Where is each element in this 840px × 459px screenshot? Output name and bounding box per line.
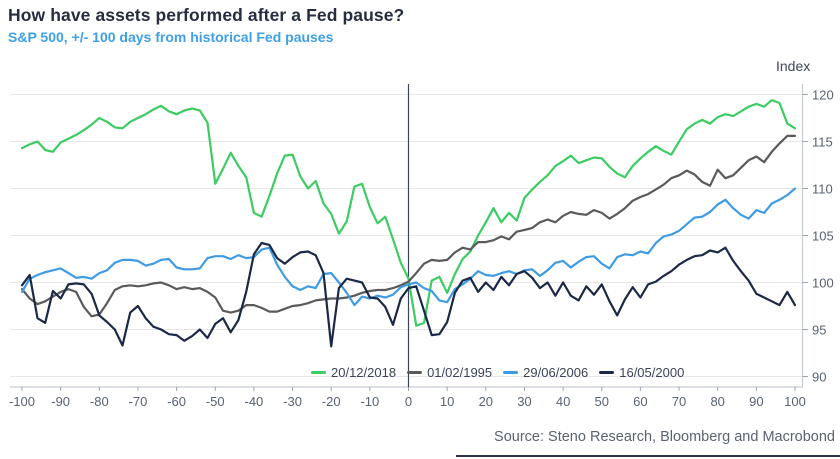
- x-tick-label: 10: [439, 394, 455, 409]
- x-tick-label: 100: [784, 394, 806, 409]
- y-tick-label: 110: [812, 181, 833, 196]
- legend-swatch-1995: [407, 370, 423, 375]
- x-tick-label: -50: [205, 394, 225, 409]
- x-tick-label: -90: [51, 394, 71, 409]
- x-tick-label: -60: [167, 394, 186, 409]
- x-tick-label: 30: [517, 394, 532, 409]
- y-tick-label: 90: [812, 369, 827, 384]
- legend-item-2006: 29/06/2006: [503, 365, 588, 380]
- chart-subtitle: S&P 500, +/- 100 days from historical Fe…: [8, 29, 334, 45]
- source-attribution: Source: Steno Research, Bloomberg and Ma…: [494, 429, 835, 445]
- y-tick-label: 115: [812, 134, 833, 149]
- series-line-16-05-2000: [20, 241, 797, 348]
- x-tick-label: -80: [89, 394, 109, 409]
- x-tick-label: 20: [478, 394, 494, 409]
- y-axis-title: Index: [776, 58, 811, 74]
- legend-swatch-2000: [599, 370, 615, 375]
- x-tick-label: 70: [671, 394, 687, 409]
- y-tick-label: 100: [812, 275, 834, 290]
- legend-swatch-2018: [311, 370, 326, 375]
- x-tick-label: -100: [8, 394, 36, 409]
- series-line-29-06-2006: [20, 187, 797, 307]
- x-tick-label: -40: [244, 394, 264, 409]
- y-tick-label: 105: [812, 228, 834, 243]
- legend-label: 29/06/2006: [523, 365, 589, 380]
- series-line-01-02-1995: [20, 134, 797, 318]
- legend-item-2018: 20/12/2018: [311, 365, 396, 380]
- legend-item-2000: 16/05/2000: [599, 365, 684, 380]
- x-tick-label: -30: [283, 394, 302, 409]
- x-tick-label: 50: [594, 394, 609, 409]
- legend-swatch-2006: [503, 370, 519, 375]
- y-tick-label: 120: [812, 87, 834, 102]
- x-tick-label: -10: [360, 394, 380, 409]
- x-tick-label: -70: [128, 394, 148, 409]
- x-tick-label: -20: [321, 394, 341, 409]
- footer-rule: [456, 455, 840, 457]
- legend: 20/12/2018 01/02/1995 29/06/2006 16/05/2…: [311, 365, 684, 380]
- x-tick-label: 90: [749, 394, 764, 409]
- legend-label: 16/05/2000: [619, 365, 685, 380]
- y-tick-label: 95: [812, 322, 827, 337]
- x-tick-label: 80: [710, 394, 725, 409]
- legend-item-1995: 01/02/1995: [407, 365, 492, 380]
- x-tick-label: 40: [555, 394, 571, 409]
- series-line-20-12-2018: [20, 98, 797, 327]
- chart-title: How have assets performed after a Fed pa…: [8, 5, 405, 25]
- x-tick-label: 0: [404, 394, 413, 409]
- legend-label: 01/02/1995: [427, 365, 493, 380]
- legend-label: 20/12/2018: [331, 365, 397, 380]
- x-tick-label: 60: [633, 394, 648, 409]
